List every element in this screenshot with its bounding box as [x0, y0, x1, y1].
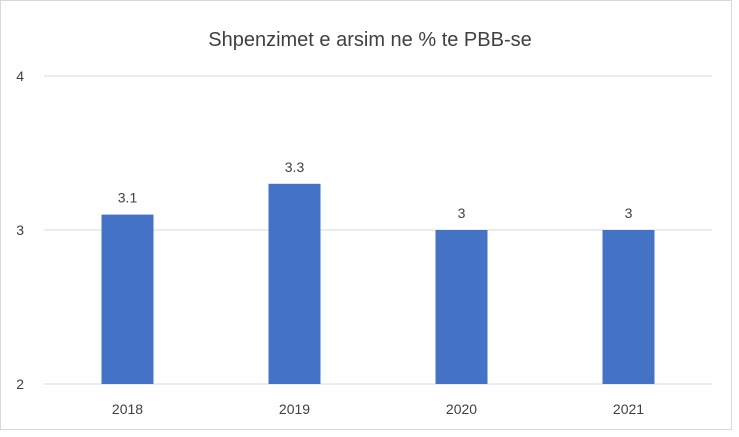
bar-2020 [435, 230, 488, 384]
data-label-2018: 3.1 [118, 190, 138, 206]
bars [101, 183, 655, 384]
x-tick-label-2020: 2020 [446, 401, 477, 417]
y-tick-label: 2 [16, 376, 24, 392]
bar-2021 [602, 230, 655, 384]
x-axis-ticks: 2018 2019 2020 2021 [112, 401, 644, 417]
bar-2018 [101, 214, 154, 384]
x-tick-label-2019: 2019 [279, 401, 310, 417]
data-label-2020: 3 [458, 205, 466, 221]
bar-2019 [268, 183, 321, 384]
y-axis-ticks: 2 3 4 [16, 68, 24, 392]
x-tick-label-2021: 2021 [613, 401, 644, 417]
x-tick-label-2018: 2018 [112, 401, 143, 417]
data-labels: 3.1 3.3 3 3 [118, 159, 633, 221]
y-tick-label: 3 [16, 222, 24, 238]
data-label-2021: 3 [625, 205, 633, 221]
y-tick-label: 4 [16, 68, 24, 84]
chart-title: Shpenzimet e arsim ne % te PBB-se [208, 29, 531, 51]
data-label-2019: 3.3 [285, 159, 305, 175]
gridlines [44, 75, 712, 385]
